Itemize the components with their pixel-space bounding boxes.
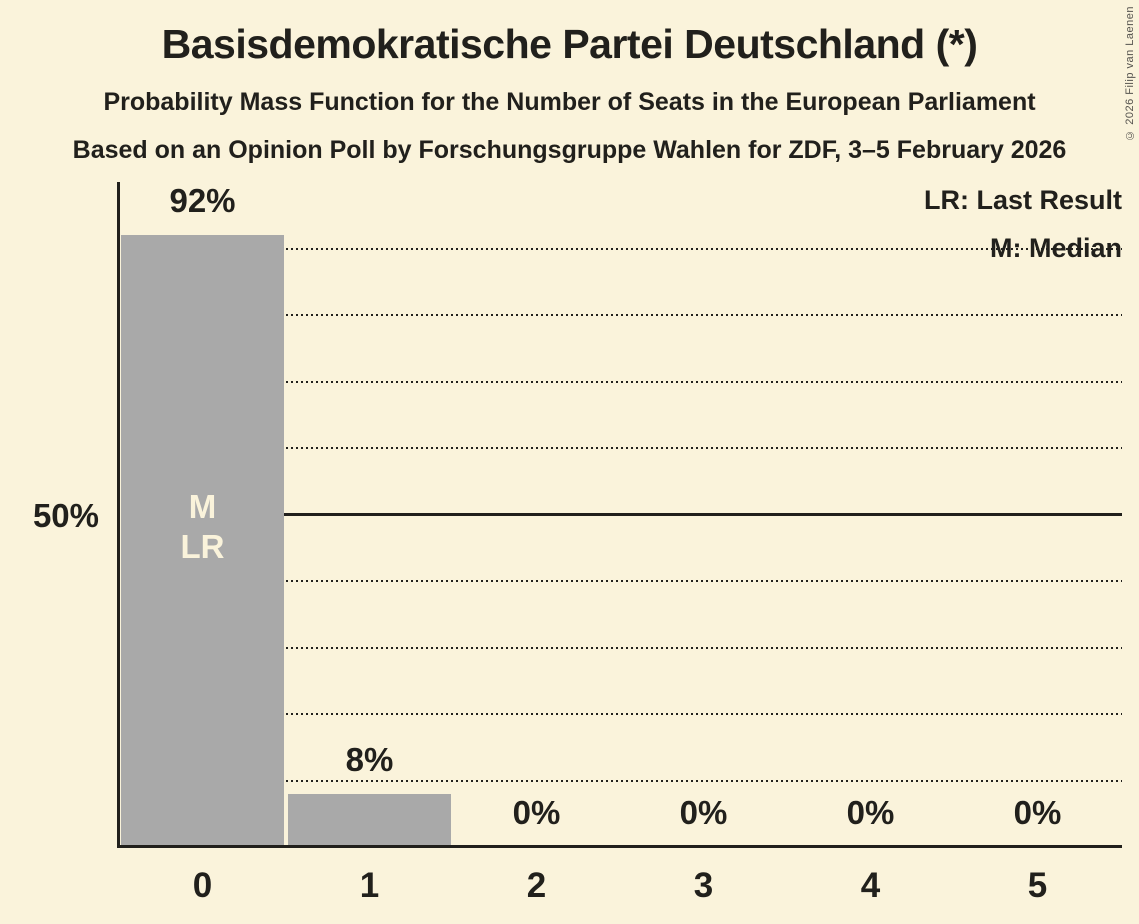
bar-value-label-0: 92% (169, 182, 236, 219)
gridline-30pct (121, 647, 1122, 649)
bar-value-label-3: 0% (679, 794, 728, 831)
chart-subtitle: Probability Mass Function for the Number… (103, 88, 1036, 116)
bar-value-label-5: 0% (1013, 794, 1062, 831)
x-tick-label-1: 1 (359, 866, 380, 905)
gridline-40pct (121, 580, 1122, 582)
annotation-line-m: M (188, 488, 217, 525)
annotation-line-lr: LR (180, 528, 225, 565)
bar-value-label-2: 0% (512, 794, 561, 831)
gridline-70pct (121, 381, 1122, 383)
gridline-10pct (121, 780, 1122, 782)
median-last-result-label: M LR (119, 487, 286, 567)
legend-last-result: LR: Last Result (923, 185, 1122, 215)
x-tick-label-0: 0 (192, 866, 213, 905)
bar-value-label-4: 0% (846, 794, 895, 831)
x-tick-label-5: 5 (1027, 866, 1048, 905)
y-axis-line (117, 182, 120, 848)
legend-median: M: Median (990, 233, 1122, 263)
bar-1 (288, 794, 451, 847)
x-axis-line (117, 845, 1122, 848)
gridline-90pct (121, 248, 1122, 250)
chart-source-line: Based on an Opinion Poll by Forschungsgr… (72, 136, 1067, 164)
x-tick-label-2: 2 (526, 866, 547, 905)
gridline-80pct (121, 314, 1122, 316)
bar-value-label-1: 8% (345, 741, 394, 778)
x-tick-label-3: 3 (693, 866, 714, 905)
x-tick-label-4: 4 (860, 866, 881, 905)
gridline-60pct (121, 447, 1122, 449)
gridline-50pct (121, 513, 1122, 516)
chart-title: Basisdemokratische Partei Deutschland (*… (161, 21, 978, 67)
gridline-20pct (121, 713, 1122, 715)
y-axis-label-50pct: 50% (32, 497, 99, 534)
bar-0 (121, 235, 284, 847)
